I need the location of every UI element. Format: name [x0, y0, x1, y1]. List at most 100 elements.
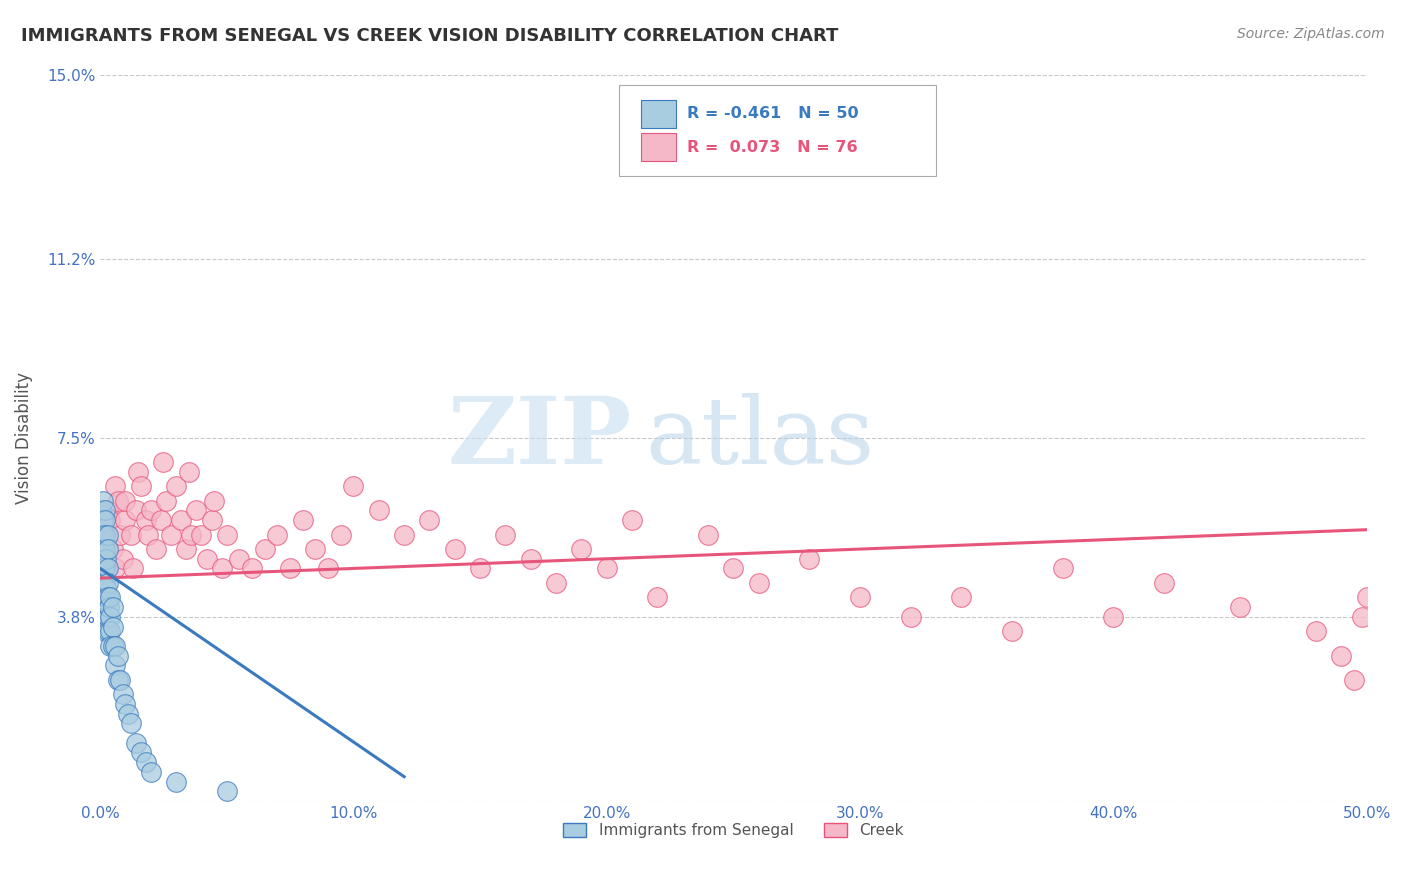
Point	[215, 784, 238, 798]
Point	[392, 527, 415, 541]
Point	[94, 591, 117, 605]
Point	[114, 513, 136, 527]
Point	[98, 624, 121, 639]
Point	[266, 527, 288, 541]
Point	[748, 576, 770, 591]
Point	[107, 648, 129, 663]
Point	[97, 576, 120, 591]
Point	[91, 513, 114, 527]
Point	[1343, 673, 1365, 687]
Point	[124, 736, 146, 750]
Point	[94, 513, 117, 527]
Point	[367, 503, 389, 517]
Point	[495, 527, 517, 541]
Point	[228, 551, 250, 566]
Text: R =  0.073   N = 76: R = 0.073 N = 76	[686, 140, 858, 154]
Point	[215, 527, 238, 541]
Point	[117, 706, 139, 721]
Point	[122, 561, 145, 575]
Point	[97, 527, 120, 541]
Point	[468, 561, 491, 575]
Point	[101, 619, 124, 633]
Point	[90, 503, 112, 517]
Point	[114, 493, 136, 508]
Point	[316, 561, 339, 575]
Point	[170, 513, 193, 527]
Point	[174, 542, 197, 557]
Point	[110, 673, 132, 687]
Point	[96, 581, 118, 595]
Point	[723, 561, 745, 575]
Text: R = -0.461   N = 50: R = -0.461 N = 50	[686, 106, 858, 121]
Point	[91, 527, 114, 541]
Point	[101, 639, 124, 653]
Point	[278, 561, 301, 575]
Point	[647, 591, 669, 605]
Point	[98, 639, 121, 653]
Point	[136, 527, 159, 541]
Point	[104, 561, 127, 575]
Point	[1229, 600, 1251, 615]
Point	[329, 527, 352, 541]
Point	[135, 755, 157, 769]
Point	[98, 513, 121, 527]
Point	[107, 493, 129, 508]
Point	[98, 600, 121, 615]
Point	[1330, 648, 1353, 663]
Point	[697, 527, 720, 541]
Point	[127, 465, 149, 479]
Point	[91, 551, 114, 566]
Text: IMMIGRANTS FROM SENEGAL VS CREEK VISION DISABILITY CORRELATION CHART: IMMIGRANTS FROM SENEGAL VS CREEK VISION …	[21, 27, 838, 45]
Point	[546, 576, 568, 591]
Text: atlas: atlas	[645, 392, 875, 483]
Point	[149, 513, 172, 527]
Point	[104, 658, 127, 673]
Point	[120, 716, 142, 731]
Point	[291, 513, 314, 527]
Point	[1052, 561, 1074, 575]
Point	[94, 527, 117, 541]
Point	[91, 576, 114, 591]
Point	[139, 503, 162, 517]
Point	[621, 513, 644, 527]
Point	[165, 774, 187, 789]
Point	[1355, 591, 1378, 605]
Point	[186, 503, 208, 517]
Point	[107, 673, 129, 687]
Point	[571, 542, 593, 557]
Point	[950, 591, 973, 605]
Point	[120, 527, 142, 541]
Point	[240, 561, 263, 575]
Legend: Immigrants from Senegal, Creek: Immigrants from Senegal, Creek	[557, 817, 910, 844]
Y-axis label: Vision Disability: Vision Disability	[15, 372, 32, 504]
Point	[202, 493, 225, 508]
Point	[139, 764, 162, 779]
Point	[342, 479, 364, 493]
Point	[97, 542, 120, 557]
Point	[900, 610, 922, 624]
Point	[1153, 576, 1175, 591]
Text: Source: ZipAtlas.com: Source: ZipAtlas.com	[1237, 27, 1385, 41]
Point	[145, 542, 167, 557]
Point	[177, 465, 200, 479]
Point	[160, 527, 183, 541]
Point	[101, 542, 124, 557]
Point	[253, 542, 276, 557]
Point	[93, 542, 115, 557]
Point	[94, 527, 117, 541]
Point	[94, 503, 117, 517]
Bar	[641, 100, 676, 128]
Point	[195, 551, 218, 566]
Point	[111, 687, 134, 701]
Point	[110, 527, 132, 541]
Point	[104, 479, 127, 493]
Point	[799, 551, 821, 566]
Point	[93, 561, 115, 575]
Point	[94, 610, 117, 624]
Point	[93, 581, 115, 595]
Point	[304, 542, 326, 557]
Point	[211, 561, 233, 575]
Point	[97, 610, 120, 624]
Point	[1001, 624, 1024, 639]
Point	[596, 561, 619, 575]
